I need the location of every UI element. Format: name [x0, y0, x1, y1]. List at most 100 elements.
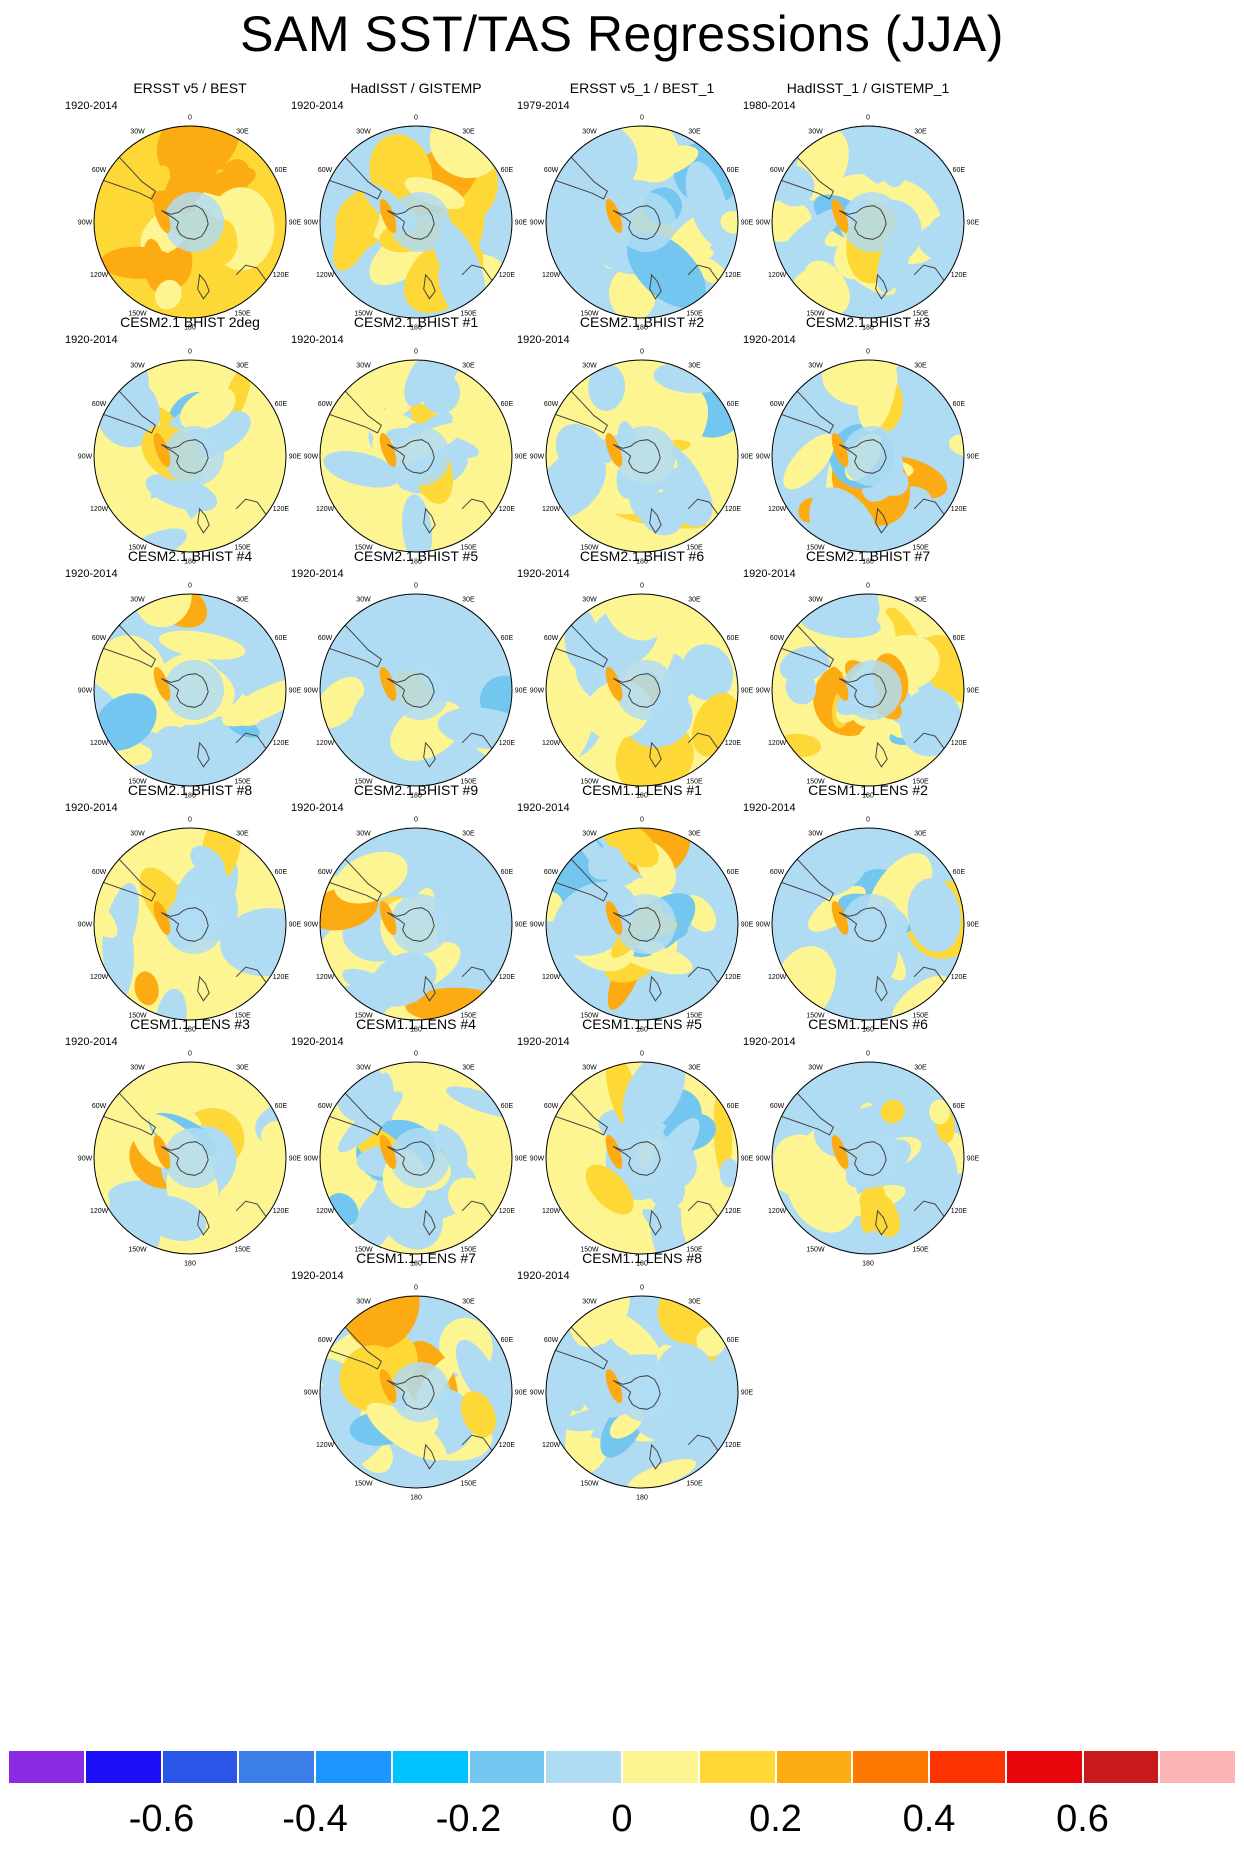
- longitude-label: 150W: [354, 1246, 373, 1253]
- longitude-label: 180: [410, 325, 422, 332]
- map-border: [319, 125, 513, 319]
- panel-title: ERSST v5_1 / BEST_1: [569, 80, 715, 96]
- field-patch: [842, 1128, 902, 1188]
- longitude-label: 60W: [544, 401, 559, 408]
- longitude-label: 150W: [806, 544, 825, 551]
- coastline: [160, 205, 209, 240]
- coastline: [550, 620, 609, 668]
- map-panel: CESM1.1 LENS #2 1920-2014 0 30E 60E 90E 120E 15…: [733, 782, 1003, 1042]
- longitude-label: 120W: [542, 1208, 561, 1215]
- map-border: [545, 827, 739, 1021]
- longitude-label: 0: [866, 583, 870, 590]
- coastline: [98, 1088, 157, 1136]
- longitude-label: 90E: [515, 454, 528, 461]
- longitude-label: 120E: [725, 974, 742, 981]
- longitude-label: 30E: [236, 597, 249, 604]
- field-patch: [616, 1362, 676, 1422]
- longitude-label: 120W: [316, 1208, 335, 1215]
- field-patch: [681, 644, 734, 701]
- longitude-label: 120W: [316, 272, 335, 279]
- map-border: [319, 1061, 513, 1255]
- map-panel: HadISST / GISTEMP 1920-2014 0 30E 60E 90E 120E…: [281, 80, 551, 340]
- longitude-label: 150W: [128, 310, 147, 317]
- longitude-label: 90E: [515, 922, 528, 929]
- polar-map: 0 30E 60E 90E 120E 150E 180 150W 120W 90W 60W 30W: [304, 349, 528, 566]
- longitude-label: 60E: [727, 635, 740, 642]
- field-patch: [102, 883, 139, 969]
- longitude-label: 0: [414, 817, 418, 824]
- map-panel: CESM2.1 BHIST #4 1920-2014 0 30E 60E 90E 120E 1…: [55, 548, 325, 808]
- field-patch: [842, 426, 902, 486]
- coastline: [98, 152, 157, 200]
- longitude-label: 60E: [501, 167, 514, 174]
- field-patch: [696, 1327, 726, 1357]
- coastline: [550, 854, 609, 902]
- longitude-label: 30W: [582, 597, 597, 604]
- coastline: [649, 975, 662, 1002]
- field-patch: [605, 900, 623, 936]
- longitude-label: 180: [636, 1495, 648, 1502]
- coastline: [875, 975, 888, 1002]
- longitude-label: 120E: [725, 272, 742, 279]
- field-patch: [190, 845, 225, 879]
- longitude-label: 60W: [770, 401, 785, 408]
- coastline: [324, 152, 383, 200]
- longitude-label: 180: [862, 1027, 874, 1034]
- map-panel: ERSST v5_1 / BEST_1 1979-2014 0 30E 60E 90E 12…: [507, 80, 777, 340]
- longitude-label: 150E: [234, 310, 251, 317]
- longitude-label: 30E: [914, 831, 927, 838]
- panel-period: 1920-2014: [517, 802, 570, 814]
- field-patch: [605, 198, 623, 234]
- panel-period: 1920-2014: [291, 1270, 344, 1282]
- field-patch: [333, 188, 381, 271]
- longitude-label: 120E: [951, 974, 968, 981]
- field-patch: [379, 666, 397, 702]
- panel-title: CESM2.1 BHIST #8: [127, 782, 253, 798]
- longitude-label: 30E: [688, 597, 701, 604]
- colorbar-swatch: [161, 1750, 239, 1784]
- field-patch: [156, 126, 241, 182]
- field-patch: [191, 1062, 221, 1095]
- coastline: [649, 273, 662, 300]
- longitude-label: 150E: [460, 1246, 477, 1253]
- field-patch: [857, 360, 897, 432]
- polar-map: 0 30E 60E 90E 120E 150E 180 150W 120W 90W 60W 30W: [530, 583, 754, 800]
- colorbar-swatch: [698, 1750, 776, 1784]
- panel-title: CESM1.1 LENS #5: [582, 1016, 702, 1032]
- longitude-label: 30E: [462, 1299, 475, 1306]
- coastline: [423, 1443, 436, 1470]
- longitude-label: 150W: [128, 778, 147, 785]
- longitude-label: 60E: [953, 635, 966, 642]
- coastline: [550, 1088, 609, 1136]
- colorbar-swatch: [929, 1750, 1006, 1784]
- coastline: [386, 205, 435, 240]
- polar-map: 0 30E 60E 90E 120E 150E 180 150W 120W 90W 60W 30W: [304, 115, 528, 332]
- map-panel: CESM2.1 BHIST #8 1920-2014 0 30E 60E 90E 120E 1…: [55, 782, 325, 1042]
- longitude-label: 60E: [275, 635, 288, 642]
- colorbar-swatch: [391, 1750, 469, 1784]
- field-patch: [605, 1368, 623, 1404]
- field-patch: [379, 900, 397, 936]
- longitude-label: 150W: [128, 1012, 147, 1019]
- field-patch: [783, 433, 835, 490]
- longitude-label: 60E: [275, 167, 288, 174]
- longitude-label: 180: [184, 793, 196, 800]
- longitude-label: 90E: [289, 220, 302, 227]
- coastline: [386, 439, 435, 474]
- longitude-label: 60W: [770, 635, 785, 642]
- field-patch: [569, 1296, 630, 1348]
- colorbar-labels: -0.6 -0.4 -0.2 0 0.2 0.4 0.6: [0, 1796, 1244, 1846]
- map-border: [771, 359, 965, 553]
- longitude-label: 90E: [741, 220, 754, 227]
- longitude-label: 60E: [953, 167, 966, 174]
- map-border: [319, 1295, 513, 1489]
- longitude-label: 90E: [967, 220, 980, 227]
- longitude-label: 150W: [128, 1246, 147, 1253]
- longitude-label: 120E: [499, 272, 516, 279]
- coastline: [838, 439, 887, 474]
- map-border: [545, 125, 739, 319]
- field-patch: [402, 494, 432, 552]
- longitude-label: 60E: [501, 869, 514, 876]
- longitude-label: 90W: [78, 1156, 93, 1163]
- longitude-label: 30W: [130, 363, 145, 370]
